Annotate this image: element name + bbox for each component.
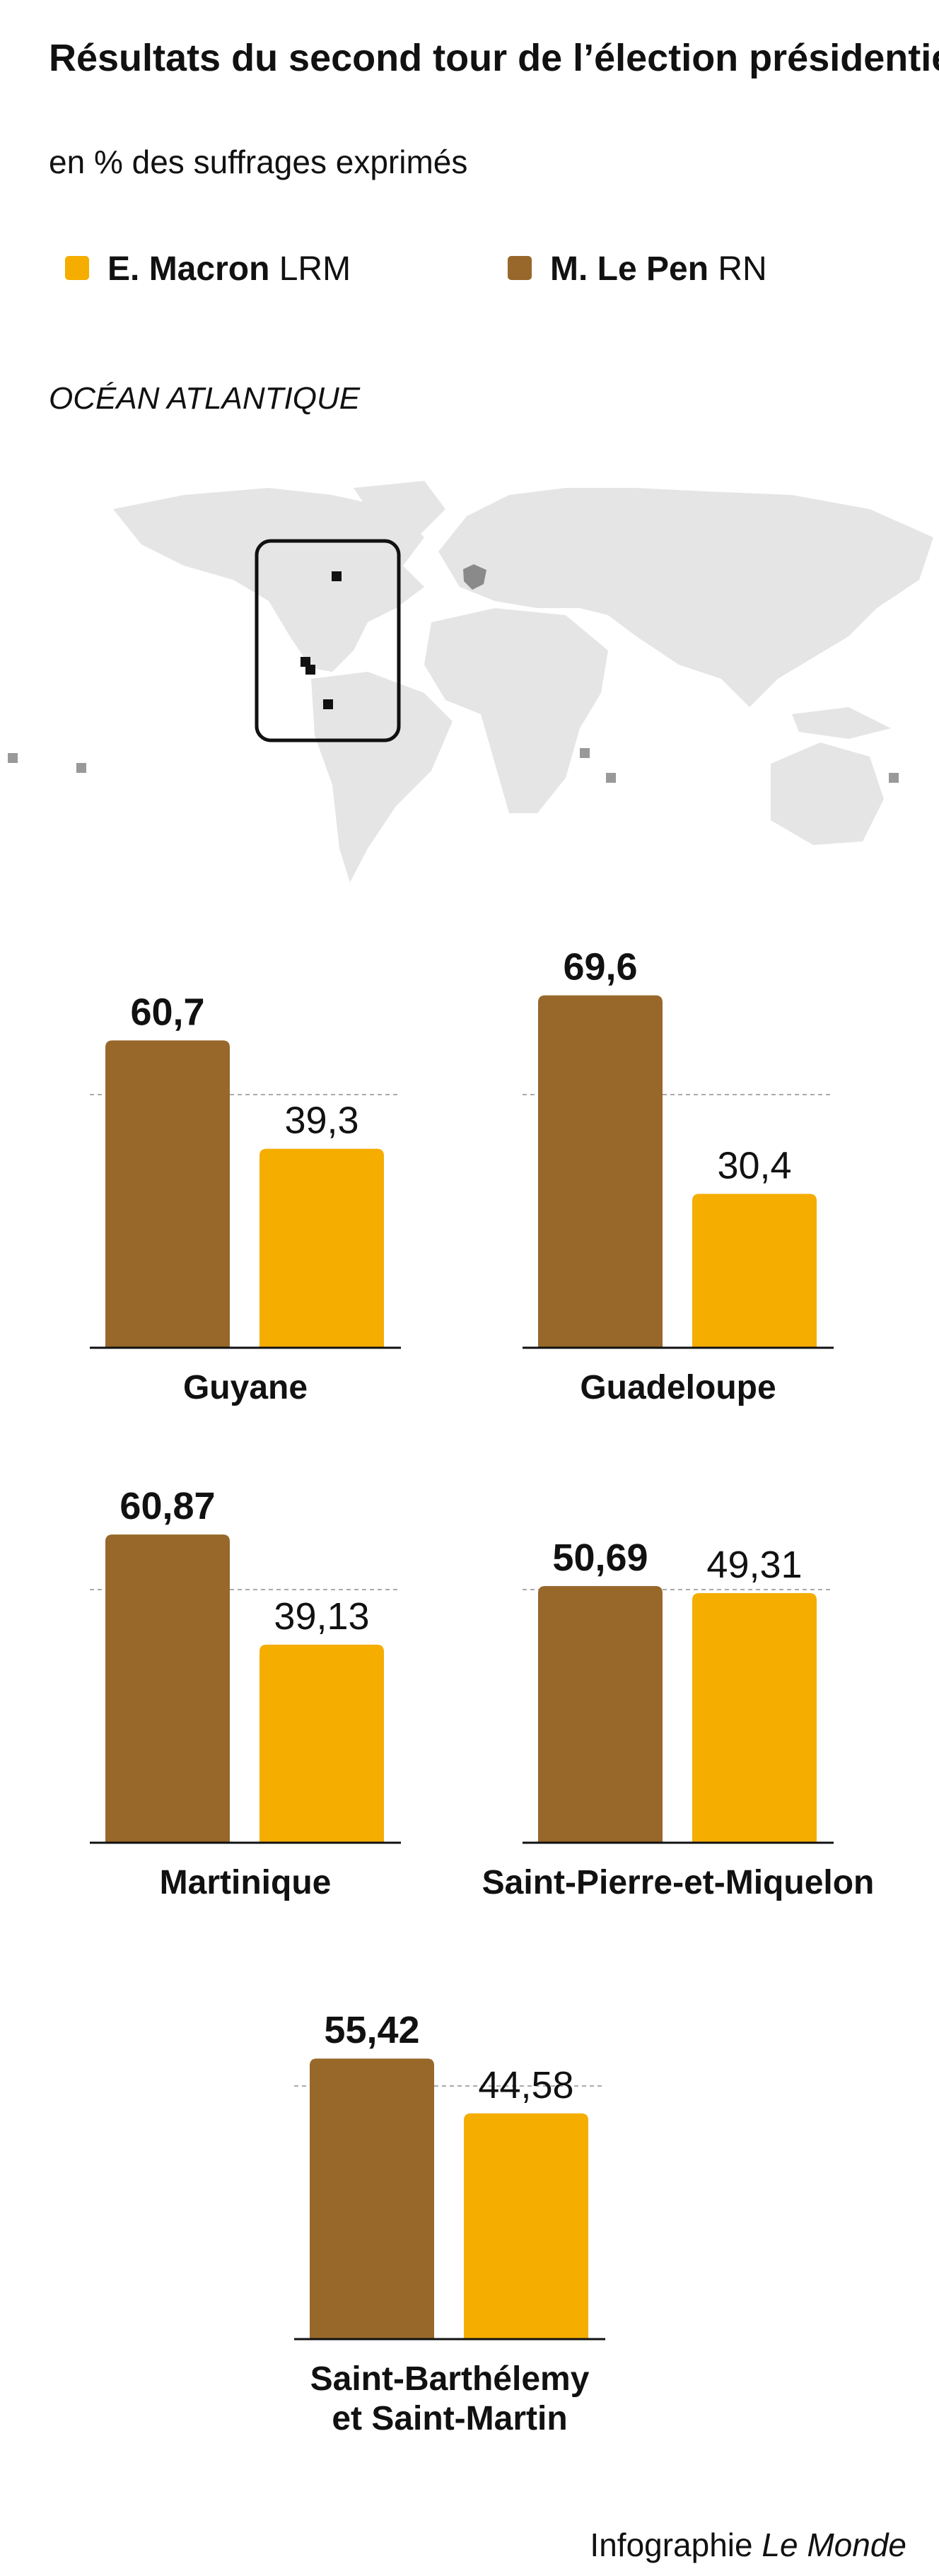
bar	[105, 1534, 230, 1843]
territory-marker	[305, 665, 315, 675]
zoom-box	[255, 539, 401, 742]
legend-entry: M. Le Pen RN	[550, 250, 767, 288]
france	[463, 564, 486, 590]
bar	[259, 1148, 384, 1348]
bar	[105, 1040, 230, 1348]
value-label: 60,87	[119, 1485, 215, 1527]
map	[8, 481, 933, 882]
territory-marker	[8, 753, 18, 763]
territory-marker	[323, 699, 333, 709]
bar	[259, 1644, 384, 1843]
legend-name: M. Le Pen	[550, 250, 708, 288]
territory-marker	[332, 571, 342, 581]
land	[424, 608, 608, 813]
legend-party: RN	[718, 250, 766, 288]
territory-marker	[580, 748, 590, 758]
chart-title: Martinique	[160, 1864, 332, 1901]
chart-title: Saint-Barthélemy et Saint-Martin	[310, 2360, 590, 2437]
legend-swatch	[65, 256, 89, 280]
bar	[310, 2058, 434, 2339]
value-label: 55,42	[324, 2009, 419, 2051]
bar	[464, 2113, 588, 2339]
chart-title: Guadeloupe	[580, 1369, 776, 1406]
line: Saint-Barthélemy	[310, 2360, 590, 2398]
legend-swatch	[508, 256, 532, 280]
subtitle: en % des suffrages exprimés	[49, 144, 467, 180]
bar	[692, 1194, 817, 1348]
legend-party: LRM	[279, 250, 351, 288]
value-label: 60,7	[130, 991, 204, 1033]
bar	[538, 1586, 663, 1843]
value-label: 39,13	[274, 1595, 369, 1638]
credit-source: Le Monde	[762, 2527, 906, 2563]
legend-name: E. Macron	[107, 250, 269, 288]
territory-marker	[889, 773, 899, 783]
map-label: OCÉAN ATLANTIQUE	[49, 381, 361, 416]
line: et Saint-Martin	[332, 2400, 567, 2437]
land	[311, 672, 453, 882]
value-label: 44,58	[478, 2064, 573, 2106]
territory-marker	[606, 773, 616, 783]
land	[438, 488, 933, 707]
value-label: 50,69	[552, 1537, 648, 1579]
credit: Infographie Le Monde	[590, 2527, 906, 2563]
title: Résultats du second tour de l’élection p…	[49, 37, 939, 79]
value-label: 49,31	[706, 1544, 802, 1586]
value-label: 69,6	[563, 946, 637, 989]
credit-text: Infographie	[590, 2527, 752, 2563]
value-label: 39,3	[284, 1100, 358, 1142]
value-label: 30,4	[717, 1144, 791, 1187]
bar	[538, 995, 663, 1348]
land	[792, 707, 891, 739]
legend-entry: E. Macron LRM	[107, 250, 351, 288]
chart-title: Saint-Pierre-et-Miquelon	[482, 1864, 875, 1901]
chart-title: Guyane	[183, 1369, 308, 1406]
land	[771, 742, 884, 845]
territory-marker	[301, 657, 310, 667]
land	[354, 481, 445, 537]
land	[113, 488, 424, 672]
bar	[692, 1592, 817, 1843]
territory-marker	[76, 763, 86, 773]
